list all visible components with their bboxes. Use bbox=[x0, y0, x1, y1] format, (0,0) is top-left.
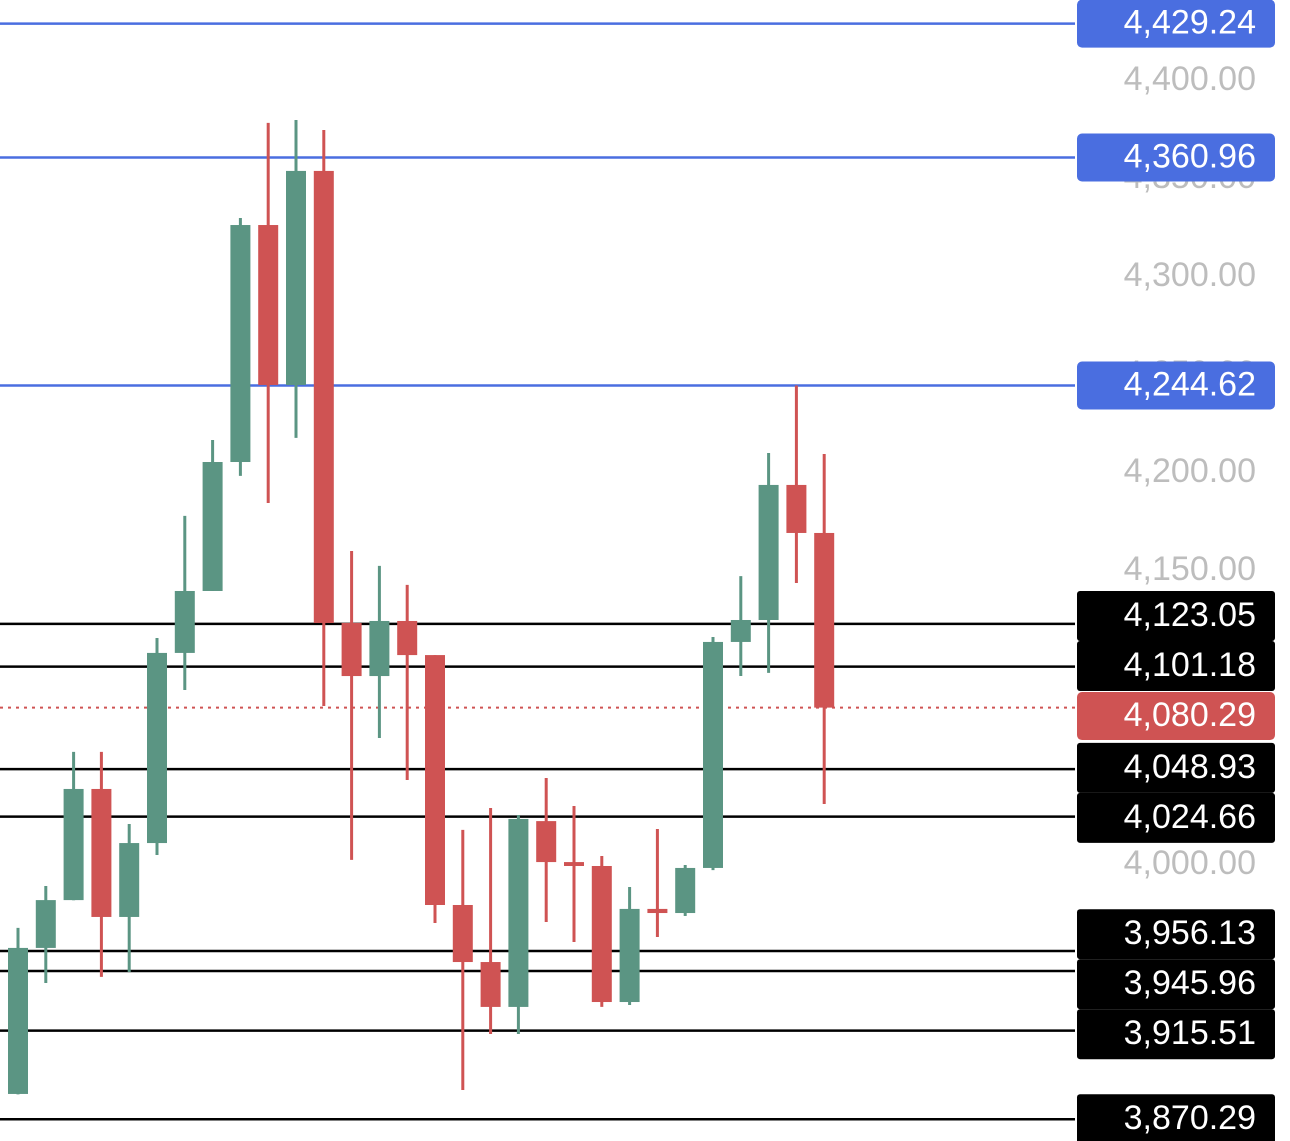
price-label-box bbox=[1077, 1009, 1275, 1060]
candle-body bbox=[758, 484, 779, 620]
candle-body bbox=[258, 225, 279, 385]
candle-body bbox=[703, 641, 723, 868]
candle-body bbox=[591, 865, 612, 1003]
price-label: 4,429.24 bbox=[1124, 4, 1256, 42]
candle-body bbox=[369, 620, 390, 677]
y-tick-label: 4,200.00 bbox=[1124, 452, 1256, 490]
price-label-box bbox=[1077, 792, 1275, 843]
price-label-box bbox=[1077, 692, 1275, 741]
price-label: 4,360.96 bbox=[1124, 137, 1256, 175]
candle-body bbox=[286, 170, 306, 385]
candle-body bbox=[230, 225, 251, 463]
candle-body bbox=[619, 908, 640, 1003]
candle-body bbox=[174, 590, 195, 653]
candle-body bbox=[35, 900, 56, 948]
y-tick-label: 4,400.00 bbox=[1124, 60, 1256, 98]
price-label-box bbox=[1077, 909, 1275, 960]
candle-body bbox=[675, 867, 696, 914]
candle-body bbox=[341, 622, 362, 677]
price-label-box bbox=[1077, 361, 1275, 410]
price-label-box bbox=[1077, 0, 1275, 48]
price-label-box bbox=[1077, 742, 1275, 793]
price-label: 4,080.29 bbox=[1124, 696, 1256, 734]
candle-body bbox=[313, 170, 334, 623]
price-label: 3,945.96 bbox=[1124, 964, 1256, 1002]
candle-body bbox=[786, 484, 807, 533]
candle-body bbox=[564, 862, 584, 866]
candle-body bbox=[730, 619, 751, 642]
price-label-box bbox=[1077, 591, 1275, 642]
candle-body bbox=[397, 620, 418, 656]
candle-body bbox=[508, 818, 529, 1007]
price-label: 4,123.05 bbox=[1124, 596, 1256, 634]
price-label: 3,870.29 bbox=[1124, 1099, 1256, 1137]
candle-body bbox=[647, 908, 668, 914]
price-label: 4,024.66 bbox=[1124, 798, 1256, 836]
y-tick-label: 4,150.00 bbox=[1124, 550, 1256, 588]
y-tick-label: 4,300.00 bbox=[1124, 256, 1256, 294]
candle-body bbox=[63, 788, 84, 901]
price-label-box bbox=[1077, 641, 1275, 692]
y-tick-label: 4,000.00 bbox=[1124, 844, 1256, 882]
candle-body bbox=[425, 655, 445, 905]
price-label-box bbox=[1077, 133, 1275, 182]
price-label: 3,956.13 bbox=[1124, 914, 1256, 952]
candle-body bbox=[202, 462, 223, 591]
price-label: 4,101.18 bbox=[1124, 646, 1256, 684]
candle-body bbox=[536, 821, 557, 863]
candle-body bbox=[480, 962, 501, 1007]
candle-body bbox=[814, 532, 835, 708]
price-label: 4,244.62 bbox=[1124, 366, 1256, 404]
candle-body bbox=[147, 652, 167, 844]
price-label: 4,048.93 bbox=[1124, 748, 1256, 786]
candle-body bbox=[8, 947, 28, 1094]
price-label-box bbox=[1077, 1094, 1275, 1141]
price-label-box bbox=[1077, 959, 1275, 1010]
candle-body bbox=[91, 788, 112, 917]
price-label: 3,915.51 bbox=[1124, 1014, 1256, 1052]
candle-body bbox=[452, 904, 473, 963]
candle-body bbox=[119, 843, 140, 917]
